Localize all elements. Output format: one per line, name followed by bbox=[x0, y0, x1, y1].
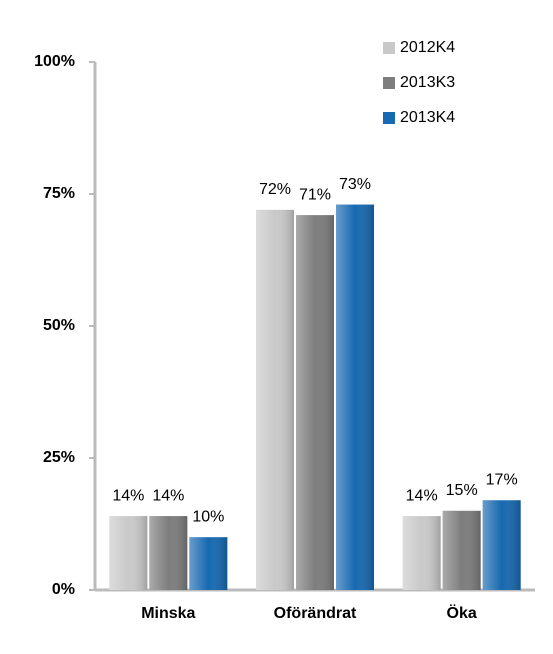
bar-shine bbox=[336, 204, 374, 590]
bar-shine bbox=[482, 500, 521, 590]
legend-label: 2013K4 bbox=[400, 109, 455, 126]
legend-swatch bbox=[383, 112, 395, 124]
bar-shine bbox=[109, 516, 148, 590]
bar-shine bbox=[296, 215, 334, 590]
y-tick-label: 100% bbox=[34, 53, 75, 70]
bar-shine bbox=[189, 537, 228, 590]
value-label: 17% bbox=[486, 471, 518, 488]
x-tick-label: Minska bbox=[141, 605, 195, 622]
value-label: 71% bbox=[299, 186, 331, 203]
value-label: 10% bbox=[192, 508, 224, 525]
legend-label: 2012K4 bbox=[400, 39, 455, 56]
bar-shine bbox=[149, 516, 188, 590]
y-tick-label: 0% bbox=[52, 581, 75, 598]
y-tick-label: 25% bbox=[43, 449, 75, 466]
y-tick-label: 50% bbox=[43, 317, 75, 334]
legend-label: 2013K3 bbox=[400, 74, 455, 91]
value-label: 73% bbox=[339, 176, 371, 193]
legend-swatch bbox=[383, 42, 395, 54]
value-label: 14% bbox=[152, 487, 184, 504]
x-tick-label: Öka bbox=[447, 603, 477, 622]
bar-shine bbox=[442, 510, 481, 590]
value-label: 15% bbox=[446, 482, 478, 499]
bar-shine bbox=[256, 209, 294, 590]
value-label: 14% bbox=[406, 487, 438, 504]
legend-swatch bbox=[383, 77, 395, 89]
value-label: 72% bbox=[259, 181, 291, 198]
bar-shine bbox=[402, 516, 441, 590]
x-tick-label: Oförändrat bbox=[274, 605, 357, 622]
y-tick-label: 75% bbox=[43, 185, 75, 202]
value-label: 14% bbox=[112, 487, 144, 504]
